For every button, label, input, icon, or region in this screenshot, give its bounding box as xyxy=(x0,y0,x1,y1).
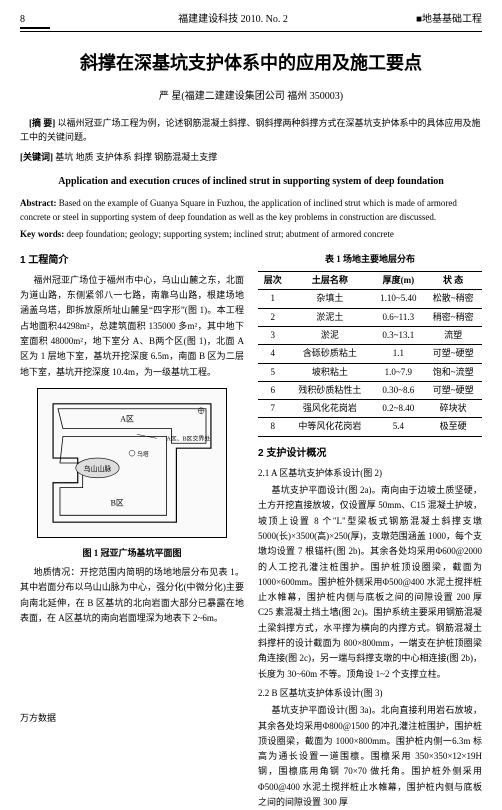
category-label: ■地基基础工程 xyxy=(416,12,482,29)
abstract-cn-label: [摘 要] xyxy=(29,118,55,128)
left-column: 1 工程简介 福州冠亚广场位于福州市中心，乌山山麓之东，北面为道山路，东侧紧邻八… xyxy=(20,252,244,810)
table-head-cell: 状 态 xyxy=(424,272,482,290)
keywords-en-label: Key words: xyxy=(20,229,64,239)
table-row: 2淤泥土0.6~11.3稍密~稍密 xyxy=(258,308,482,326)
fig1-label-a: A区 xyxy=(120,414,134,423)
journal-name: 福建建设科技 2010. No. 2 xyxy=(178,12,288,29)
section-2-1-title: 2.1 A 区基坑支护体系设计(图 2) xyxy=(258,466,482,481)
table-cell: 1 xyxy=(258,290,288,308)
table-cell: 流塑 xyxy=(424,326,482,344)
table-cell: 含砾砂质粘土 xyxy=(288,345,373,363)
page-header: 8 福建建设科技 2010. No. 2 ■地基基础工程 xyxy=(20,12,482,32)
table-cell: 1.10~5.40 xyxy=(372,290,424,308)
keywords-en-text: deep foundation; geology; supporting sys… xyxy=(67,229,394,239)
table-cell: 2 xyxy=(258,308,288,326)
author-name: 严 星 xyxy=(159,91,182,102)
figure-1-caption: 图 1 冠亚广场基坑平面图 xyxy=(20,546,244,561)
fig1-label-b: B区 xyxy=(111,498,124,507)
table-head-cell: 土层名称 xyxy=(288,272,373,290)
right-column: 表 1 场地主要地层分布 层次土层名称厚度(m)状 态 1杂填土1.10~5.4… xyxy=(258,252,482,810)
table-cell: 0.6~11.3 xyxy=(372,308,424,326)
table-cell: 0.3~13.1 xyxy=(372,326,424,344)
table-cell: 0.2~8.40 xyxy=(372,400,424,418)
page-number: 8 xyxy=(20,12,50,29)
fig1-label-d: A区、B区交界处 xyxy=(167,434,211,442)
table-1-caption: 表 1 场地主要地层分布 xyxy=(258,252,482,267)
table-row: 3淤泥0.3~13.1流塑 xyxy=(258,326,482,344)
table-row: 5坡积粘土1.0~7.9饱和~流塑 xyxy=(258,363,482,381)
body-columns: 1 工程简介 福州冠亚广场位于福州市中心，乌山山麓之东，北面为道山路，东侧紧邻八… xyxy=(20,252,482,810)
section-1-p2: 地质情况：开挖范围内简明的场地地层分布见表 1。其中岩面分布以乌山山脉为中心，强… xyxy=(20,565,244,626)
article-title-cn: 斜撑在深基坑支护体系中的应用及施工要点 xyxy=(20,50,482,77)
figure-1: A区 B区 乌山山脉 A区、B区交界处 乌塔 xyxy=(37,388,227,538)
abstract-cn: [摘 要] 以福州冠亚广场工程为例，论述钢筋混凝土斜撑、钢斜撑两种斜撑方式在深基… xyxy=(20,116,482,145)
keywords-cn: [关键词] 基坑 地质 支护体系 斜撑 钢筋混凝土支撑 xyxy=(20,151,482,165)
table-cell: 4 xyxy=(258,345,288,363)
table-cell: 可塑~硬塑 xyxy=(424,381,482,399)
table-row: 1杂填土1.10~5.40松散~稍密 xyxy=(258,290,482,308)
table-cell: 5.4 xyxy=(372,418,424,436)
table-cell: 3 xyxy=(258,326,288,344)
table-1-body: 1杂填土1.10~5.40松散~稍密2淤泥土0.6~11.3稍密~稍密3淤泥0.… xyxy=(258,290,482,436)
table-cell: 可塑~硬塑 xyxy=(424,345,482,363)
table-cell: 中等风化花岗岩 xyxy=(288,418,373,436)
abstract-en: Abstract: Based on the example of Guanya… xyxy=(20,197,482,224)
footer-watermark: 万方数据 xyxy=(20,712,56,726)
section-1-p1: 福州冠亚广场位于福州市中心，乌山山麓之东，北面为道山路，东侧紧邻八一七路，南靠乌… xyxy=(20,273,244,380)
table-cell: 淤泥 xyxy=(288,326,373,344)
section-1-title: 1 工程简介 xyxy=(20,252,244,269)
table-head-cell: 层次 xyxy=(258,272,288,290)
keywords-cn-text: 基坑 地质 支护体系 斜撑 钢筋混凝土支撑 xyxy=(55,152,217,162)
section-2-2-p1: 基坑支护平面设计(图 3a)。北向直接利用岩石放坡，其余各处均采用Φ800@15… xyxy=(258,703,482,810)
table-cell: 饱和~流塑 xyxy=(424,363,482,381)
table-cell: 坡积粘土 xyxy=(288,363,373,381)
table-row: 7强风化花岗岩0.2~8.40碎块状 xyxy=(258,400,482,418)
section-2-1-p1: 基坑支护平面设计(图 2a)。南向由于边坡土质坚硬，土方开挖直接放坡，仅设置厚 … xyxy=(258,483,482,682)
svg-text:乌塔: 乌塔 xyxy=(137,450,149,458)
table-cell: 稍密~稍密 xyxy=(424,308,482,326)
table-cell: 5 xyxy=(258,363,288,381)
table-cell: 0.30~8.6 xyxy=(372,381,424,399)
table-1: 层次土层名称厚度(m)状 态 1杂填土1.10~5.40松散~稍密2淤泥土0.6… xyxy=(258,271,482,437)
abstract-en-label: Abstract: xyxy=(20,198,57,208)
section-2-2-title: 2.2 B 区基坑支护体系设计(图 3) xyxy=(258,686,482,701)
author-affil: (福建二建建设集团公司 福州 350003) xyxy=(181,91,343,102)
table-cell: 碎块状 xyxy=(424,400,482,418)
table-cell: 1.0~7.9 xyxy=(372,363,424,381)
fig1-label-c: 乌山山脉 xyxy=(84,464,112,473)
table-row: 6残积砂质粘性土0.30~8.6可塑~硬塑 xyxy=(258,381,482,399)
keywords-cn-label: [关键词] xyxy=(20,152,53,162)
table-cell: 残积砂质粘性土 xyxy=(288,381,373,399)
table-head-cell: 厚度(m) xyxy=(372,272,424,290)
abstract-cn-text: 以福州冠亚广场工程为例，论述钢筋混凝土斜撑、钢斜撑两种斜撑方式在深基坑支护体系中… xyxy=(20,118,481,142)
abstract-en-text: Based on the example of Guanya Square in… xyxy=(20,198,457,222)
table-1-head-row: 层次土层名称厚度(m)状 态 xyxy=(258,272,482,290)
table-row: 8中等风化花岗岩5.4极至硬 xyxy=(258,418,482,436)
table-cell: 6 xyxy=(258,381,288,399)
table-cell: 7 xyxy=(258,400,288,418)
article-title-en: Application and execution cruces of incl… xyxy=(20,174,482,189)
table-cell: 极至硬 xyxy=(424,418,482,436)
table-cell: 淤泥土 xyxy=(288,308,373,326)
table-row: 4含砾砂质粘土1.1可塑~硬塑 xyxy=(258,345,482,363)
keywords-en: Key words: deep foundation; geology; sup… xyxy=(20,228,482,242)
table-cell: 强风化花岗岩 xyxy=(288,400,373,418)
table-cell: 杂填土 xyxy=(288,290,373,308)
table-cell: 1.1 xyxy=(372,345,424,363)
section-2-title: 2 支护设计概况 xyxy=(258,445,482,462)
table-cell: 松散~稍密 xyxy=(424,290,482,308)
author-line: 严 星(福建二建建设集团公司 福州 350003) xyxy=(20,89,482,104)
table-cell: 8 xyxy=(258,418,288,436)
